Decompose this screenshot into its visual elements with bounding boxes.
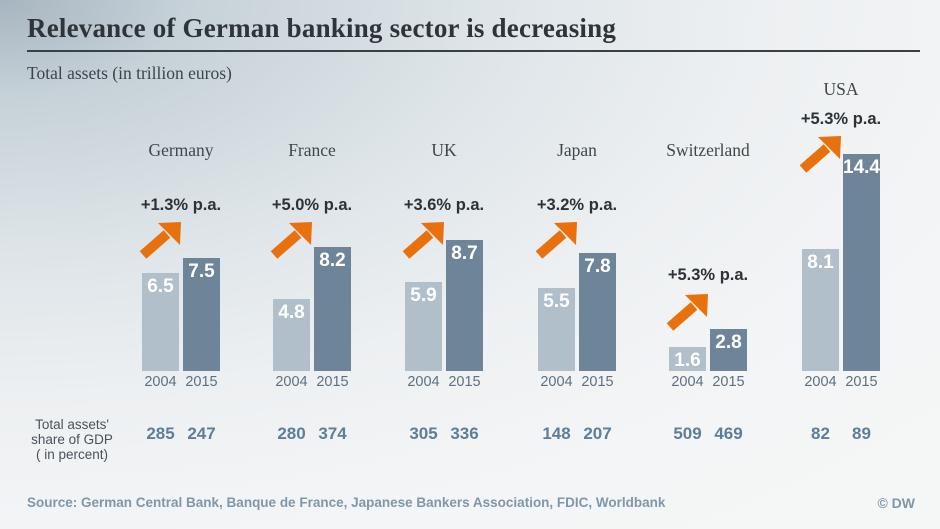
source-attribution: Source: German Central Bank, Banque de F… <box>27 495 666 510</box>
country-label: Switzerland <box>666 140 750 160</box>
bar-value-label: 5.9 <box>410 285 437 306</box>
gdp-share-row-label-line2: share of GDP <box>31 432 113 447</box>
gdp-share-row-label-line1: Total assets' <box>35 417 109 432</box>
year-axis-label: 2015 <box>185 374 218 390</box>
gdp-share-value: 469 <box>714 424 743 443</box>
year-axis-label: 2004 <box>540 374 573 390</box>
bar-usa-2004: 8.1 <box>802 249 839 371</box>
year-axis-label: 2015 <box>712 374 745 390</box>
gdp-share-value: 336 <box>450 424 479 443</box>
bar-value-label: 6.5 <box>147 276 174 297</box>
bar-usa-2015: 14.4 <box>843 154 880 371</box>
chart-subtitle: Total assets (in trillion euros) <box>27 63 232 83</box>
growth-arrow-icon <box>799 135 843 178</box>
growth-arrow-icon <box>402 221 446 264</box>
gdp-share-value: 280 <box>277 424 306 443</box>
bar-value-label: 8.7 <box>451 243 478 264</box>
growth-arrow-icon <box>139 221 183 264</box>
bar-switzerland-2004: 1.6 <box>669 347 706 371</box>
bar-switzerland-2015: 2.8 <box>710 329 747 371</box>
gdp-share-value: 82 <box>811 424 830 443</box>
country-label: UK <box>431 140 457 160</box>
country-label: Germany <box>148 140 214 160</box>
gdp-share-value: 247 <box>187 424 216 443</box>
dw-copyright: © DW <box>877 495 915 511</box>
bar-france-2004: 4.8 <box>273 299 310 371</box>
year-axis-label: 2015 <box>845 374 878 390</box>
year-axis-label: 2004 <box>275 374 308 390</box>
bar-value-label: 8.2 <box>319 250 346 271</box>
gdp-share-value: 89 <box>852 424 871 443</box>
growth-arrow-icon <box>666 293 710 336</box>
country-label: Japan <box>557 140 597 160</box>
growth-arrow-icon <box>270 221 314 264</box>
year-axis-label: 2004 <box>671 374 704 390</box>
growth-rate-label: +5.0% p.a. <box>271 196 353 214</box>
country-label: France <box>288 140 336 160</box>
bar-value-label: 1.6 <box>674 350 701 371</box>
bar-japan-2004: 5.5 <box>538 288 575 371</box>
gdp-share-value: 207 <box>583 424 612 443</box>
year-axis-label: 2015 <box>316 374 349 390</box>
growth-rate-label: +5.3% p.a. <box>800 110 882 128</box>
gdp-share-value: 305 <box>409 424 438 443</box>
year-axis-label: 2004 <box>804 374 837 390</box>
gdp-share-row-label: Total assets' share of GDP ( in percent) <box>18 417 126 462</box>
bar-value-label: 7.5 <box>188 261 215 282</box>
bar-germany-2015: 7.5 <box>183 258 220 371</box>
bar-japan-2015: 7.8 <box>579 253 616 371</box>
growth-rate-label: +3.6% p.a. <box>403 196 485 214</box>
bar-france-2015: 8.2 <box>314 247 351 371</box>
bar-value-label: 7.8 <box>584 256 611 277</box>
year-axis-label: 2015 <box>448 374 481 390</box>
page-title: Relevance of German banking sector is de… <box>27 13 617 43</box>
gdp-share-value: 148 <box>542 424 571 443</box>
gdp-share-value: 509 <box>673 424 702 443</box>
growth-rate-label: +3.2% p.a. <box>536 196 618 214</box>
growth-rate-label: +5.3% p.a. <box>667 266 749 284</box>
country-label: USA <box>823 79 859 99</box>
year-axis-label: 2004 <box>407 374 440 390</box>
growth-rate-label: +1.3% p.a. <box>140 196 222 214</box>
bar-uk-2004: 5.9 <box>405 282 442 371</box>
year-axis-label: 2015 <box>581 374 614 390</box>
gdp-share-value: 374 <box>318 424 347 443</box>
bar-value-label: 14.4 <box>843 157 880 178</box>
bar-value-label: 5.5 <box>543 291 570 312</box>
bar-germany-2004: 6.5 <box>142 273 179 371</box>
gdp-share-row-label-line3: ( in percent) <box>35 447 109 462</box>
gdp-share-value: 285 <box>146 424 175 443</box>
bar-value-label: 2.8 <box>715 332 742 353</box>
year-axis-label: 2004 <box>144 374 177 390</box>
bar-value-label: 8.1 <box>807 252 834 273</box>
title-underline <box>27 50 920 52</box>
growth-arrow-icon <box>535 221 579 264</box>
bar-uk-2015: 8.7 <box>446 240 483 371</box>
bar-value-label: 4.8 <box>278 302 305 323</box>
